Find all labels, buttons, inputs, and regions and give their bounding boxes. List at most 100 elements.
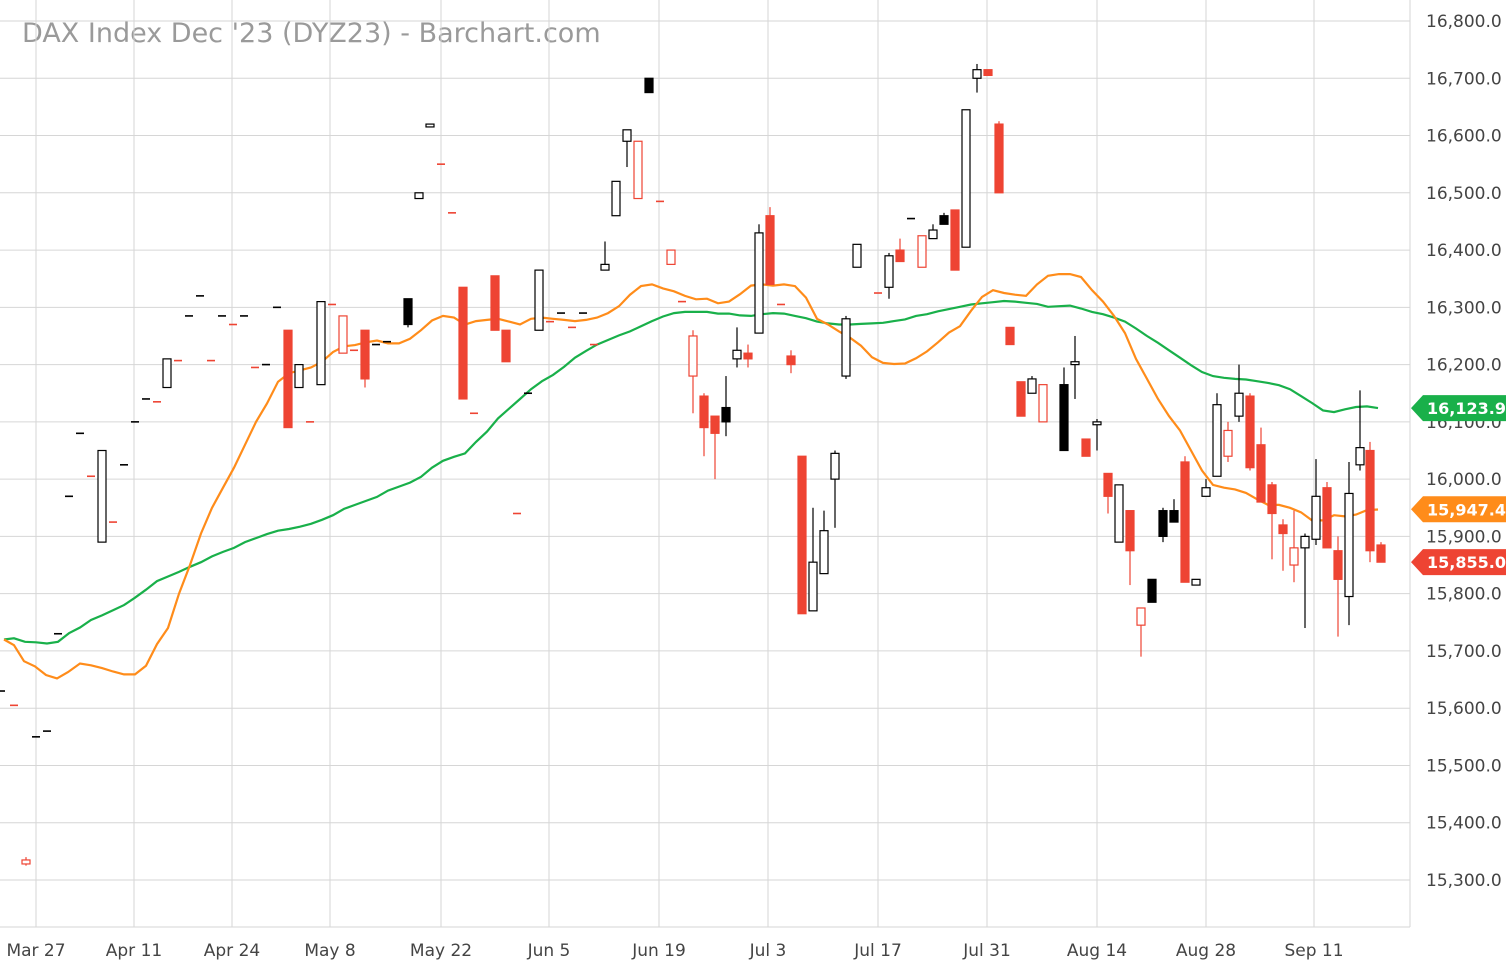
y-tick-label: 16,500.0	[1426, 184, 1502, 204]
candle-body	[1125, 510, 1135, 552]
x-tick-label: Jun 5	[527, 941, 571, 961]
candle	[1245, 393, 1255, 471]
y-tick-label: 16,200.0	[1426, 356, 1502, 376]
candle-body	[1289, 547, 1299, 566]
candle-body	[895, 249, 905, 263]
candle-body	[1355, 447, 1365, 466]
candle	[644, 77, 654, 94]
candle-body	[808, 561, 818, 612]
candle	[917, 235, 927, 268]
candle-body	[1147, 578, 1157, 603]
candle-body	[1212, 404, 1222, 477]
candle-body	[316, 301, 326, 386]
y-tick-label: 15,600.0	[1426, 699, 1502, 719]
candle	[1158, 507, 1168, 543]
x-tick-label: May 22	[410, 941, 472, 961]
candle	[1289, 510, 1299, 583]
y-tick-label: 15,300.0	[1426, 871, 1502, 891]
x-tick-label: Mar 27	[6, 941, 65, 961]
candle	[721, 376, 731, 437]
x-tick-label: Sep 11	[1284, 941, 1343, 961]
candle-body	[994, 123, 1004, 194]
candle-body	[786, 355, 796, 366]
candle	[622, 129, 632, 168]
candle-body	[1038, 384, 1048, 423]
candle	[316, 301, 326, 386]
y-tick-label: 16,300.0	[1426, 298, 1502, 318]
candle-body	[950, 209, 960, 271]
y-tick-label: 15,400.0	[1426, 814, 1502, 834]
price-tag-bg	[1411, 549, 1506, 576]
candle	[1169, 499, 1179, 523]
candle-body	[403, 298, 413, 326]
candle	[1059, 367, 1069, 452]
candle-body	[1234, 392, 1244, 417]
candle-body	[699, 395, 709, 429]
candle-body	[830, 452, 840, 480]
candle	[1365, 441, 1375, 563]
candle	[1256, 427, 1266, 503]
candle	[754, 224, 764, 334]
candle	[1103, 472, 1113, 514]
candle	[797, 455, 807, 615]
candle-body	[1300, 535, 1310, 549]
candle	[1038, 384, 1048, 423]
candle-body	[1081, 438, 1091, 457]
candle	[1005, 326, 1015, 346]
candle	[1300, 533, 1310, 629]
y-tick-label: 15,900.0	[1426, 527, 1502, 547]
candle	[1278, 519, 1288, 571]
candle-body	[939, 215, 949, 225]
price-tag-bg	[1411, 496, 1506, 523]
candle-body	[1344, 492, 1354, 598]
candle	[972, 63, 982, 93]
candle-body	[961, 109, 971, 248]
x-tick-label: Apr 11	[106, 941, 162, 961]
chart-title: DAX Index Dec '23 (DYZ23) - Barchart.com	[22, 18, 601, 49]
candle-body	[633, 140, 643, 200]
candle-body	[1169, 510, 1179, 523]
candle	[1070, 335, 1080, 399]
candle-body	[884, 255, 894, 288]
candle	[490, 275, 500, 331]
candle	[732, 327, 742, 368]
candle-body	[1158, 510, 1168, 538]
candle	[294, 364, 304, 389]
x-tick-label: Jul 3	[749, 941, 787, 961]
candle	[1344, 461, 1354, 626]
candle	[1355, 390, 1365, 471]
candle-body	[710, 415, 720, 434]
price-tag-bg	[1411, 395, 1506, 422]
price-tag-label: 15,855.0	[1427, 553, 1506, 572]
candle	[21, 857, 31, 866]
candle-body	[841, 318, 851, 377]
candle-body	[360, 329, 370, 380]
candle-body	[338, 315, 348, 354]
candle-body	[611, 180, 621, 217]
y-tick-label: 15,700.0	[1426, 642, 1502, 662]
candle-body	[1005, 326, 1015, 346]
candle-body	[97, 449, 107, 543]
candle	[666, 249, 676, 265]
price-tag-label: 15,947.4	[1427, 500, 1506, 519]
candle	[1376, 542, 1386, 563]
candle	[425, 123, 435, 128]
candle-body	[1322, 487, 1332, 549]
candle-body	[1027, 378, 1037, 394]
candlesticks	[0, 63, 1386, 866]
candle	[1147, 578, 1157, 603]
candle	[743, 344, 753, 368]
candle	[884, 252, 894, 299]
price-tag: 15,855.0	[1411, 549, 1506, 576]
candle	[765, 207, 775, 286]
candle	[928, 224, 938, 240]
candle-body	[162, 358, 172, 389]
candle-body	[1092, 421, 1102, 426]
candle	[895, 238, 905, 263]
candle	[1223, 421, 1233, 462]
y-tick-label: 15,500.0	[1426, 756, 1502, 776]
candle-body	[917, 235, 927, 268]
candle-body	[1059, 384, 1069, 452]
